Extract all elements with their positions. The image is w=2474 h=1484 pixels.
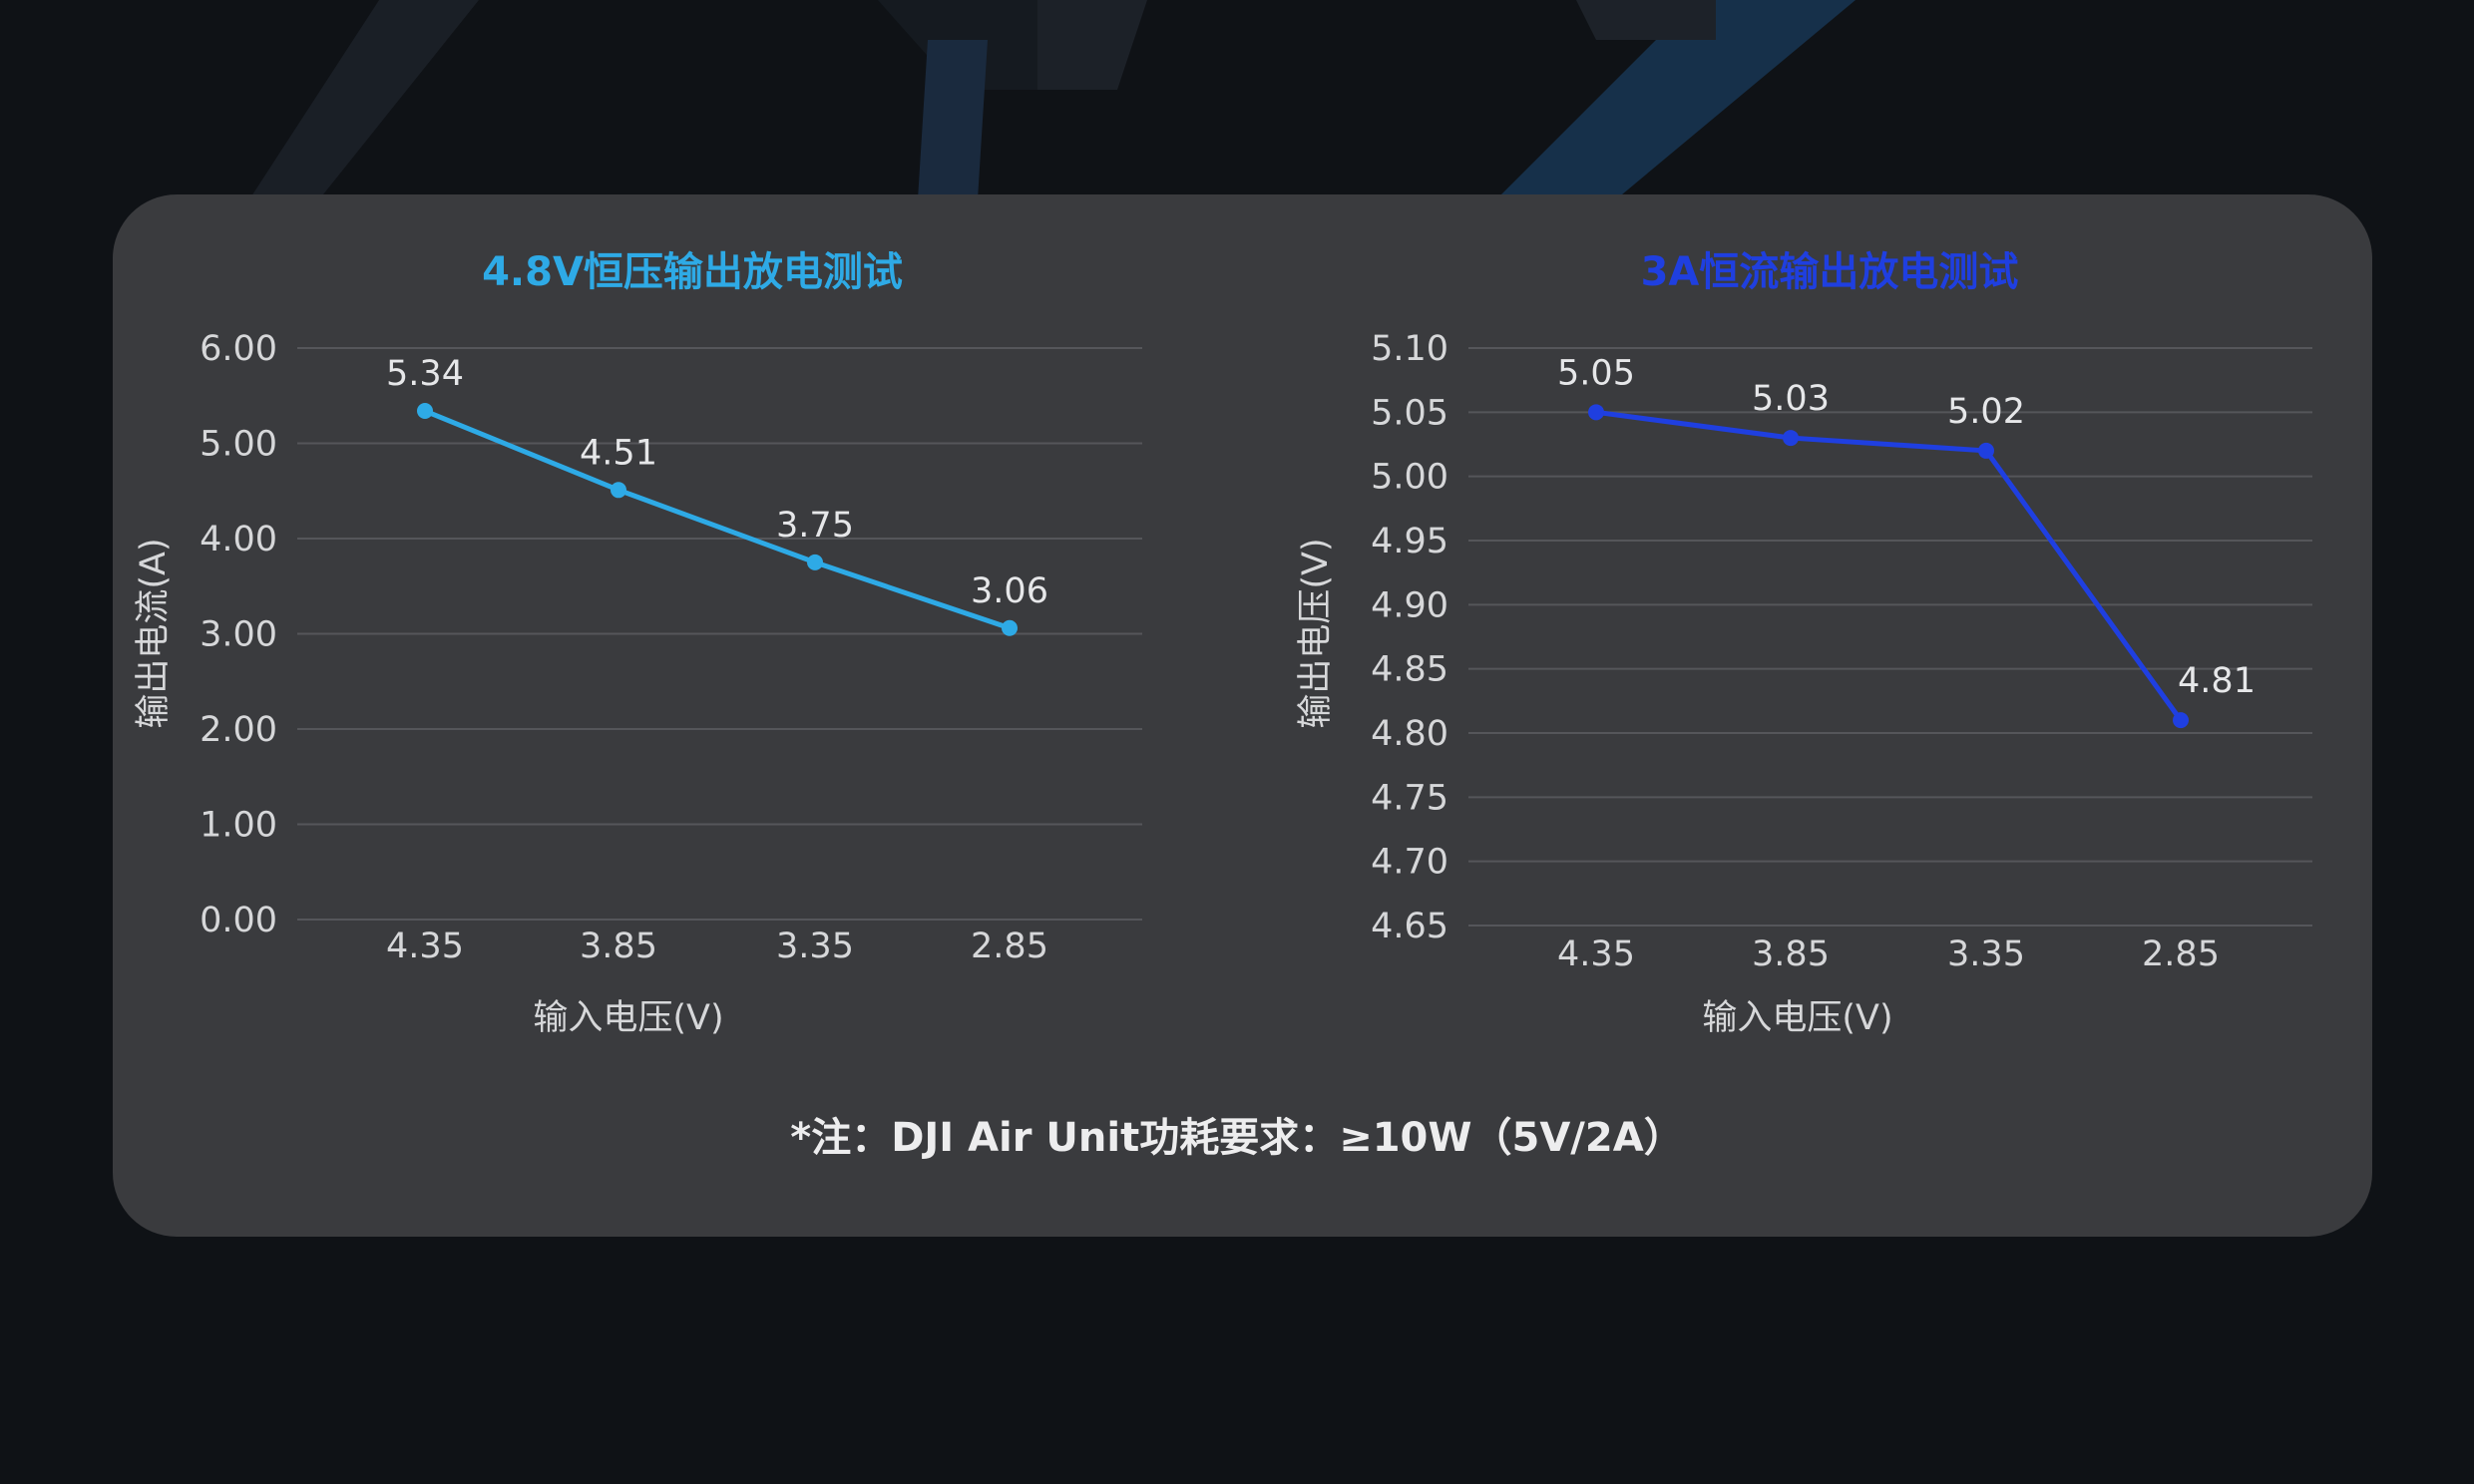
data-point <box>1978 442 1994 459</box>
data-label: 3.75 <box>776 506 854 546</box>
y-tick-label: 5.10 <box>1371 329 1448 369</box>
data-point <box>417 403 433 420</box>
x-tick-label: 2.85 <box>971 927 1048 966</box>
data-point <box>1002 619 1018 636</box>
x-tick-label: 3.35 <box>776 927 854 966</box>
series-line <box>1593 409 2184 723</box>
data-label: 5.34 <box>386 354 464 394</box>
y-tick-label: 3.00 <box>200 615 277 655</box>
data-point <box>807 554 823 570</box>
y-axis-label: 输出电流(A) <box>134 538 174 728</box>
chart-panel <box>113 194 2372 1237</box>
x-axis-label: 输入电压(V) <box>533 998 723 1038</box>
y-axis-label: 输出电压(V) <box>1296 538 1336 728</box>
y-tick-label: 5.00 <box>1371 458 1448 498</box>
y-tick-label: 2.00 <box>200 710 277 750</box>
data-point <box>1588 404 1604 421</box>
y-tick-label: 5.00 <box>200 425 277 465</box>
data-point <box>611 482 626 499</box>
data-point <box>1783 430 1799 447</box>
background-decoration <box>249 0 1856 199</box>
data-label: 5.02 <box>1947 392 2025 432</box>
data-label: 4.81 <box>2178 661 2256 701</box>
y-tick-label: 6.00 <box>200 329 277 369</box>
data-label: 3.06 <box>971 571 1048 611</box>
x-tick-label: 4.35 <box>386 927 464 966</box>
data-label: 4.51 <box>580 433 657 473</box>
x-tick-label: 3.35 <box>1947 934 2025 974</box>
y-tick-label: 4.90 <box>1371 585 1448 625</box>
y-tick-label: 4.80 <box>1371 714 1448 754</box>
y-tick-label: 4.85 <box>1371 650 1448 690</box>
data-label: 5.05 <box>1557 353 1635 393</box>
y-tick-label: 4.65 <box>1371 907 1448 946</box>
x-tick-label: 2.85 <box>2142 934 2220 974</box>
data-label: 5.03 <box>1752 379 1830 419</box>
chart-title: 3A恒流输出放电测试 <box>1641 249 2019 295</box>
footnote: *注：DJI Air Unit功耗要求：≥10W（5V/2A） <box>790 1115 1684 1161</box>
series-line <box>422 408 1013 631</box>
y-tick-label: 4.70 <box>1371 843 1448 883</box>
chart-title: 4.8V恒压输出放电测试 <box>482 249 903 295</box>
x-tick-label: 3.85 <box>580 927 657 966</box>
x-axis-label: 输入电压(V) <box>1702 998 1892 1038</box>
y-tick-label: 4.00 <box>200 520 277 559</box>
y-tick-label: 5.05 <box>1371 393 1448 433</box>
y-tick-label: 1.00 <box>200 806 277 846</box>
y-tick-label: 4.75 <box>1371 778 1448 818</box>
y-tick-label: 4.95 <box>1371 522 1448 561</box>
y-tick-label: 0.00 <box>200 901 277 940</box>
data-point <box>2173 712 2189 729</box>
x-tick-label: 4.35 <box>1557 934 1635 974</box>
x-tick-label: 3.85 <box>1752 934 1830 974</box>
